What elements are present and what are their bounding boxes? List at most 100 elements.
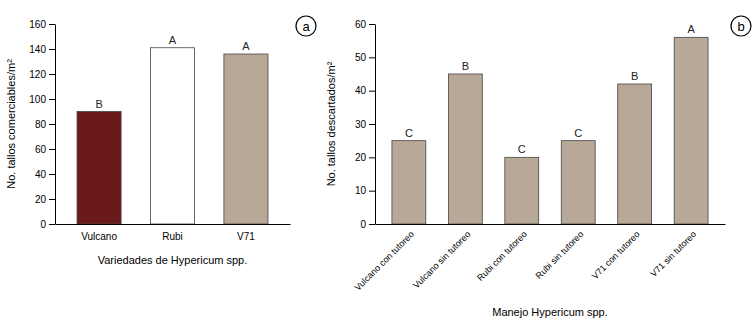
x-tick: V71 sin tutoreo <box>648 229 698 279</box>
panel-label: b <box>731 16 751 36</box>
y-tick: 160 <box>29 19 55 30</box>
x-axis: Vulcano Rubi V71 <box>56 225 291 243</box>
x-tick: Vulcano <box>81 231 117 242</box>
x-tick: Vulcano sin tutoreo <box>411 229 472 290</box>
x-axis-title: Manejo Hypericum spp. <box>492 306 608 318</box>
bars <box>77 48 268 224</box>
y-tick-label: 30 <box>355 119 367 130</box>
y-tick-mark <box>49 199 55 200</box>
annotations: B A A <box>95 34 250 110</box>
y-tick-label: 120 <box>29 69 46 80</box>
x-axis-line <box>376 224 726 225</box>
x-tick-label: V71 sin tutoreo <box>648 229 698 279</box>
x-axis-line <box>56 224 291 225</box>
y-tick-label: 20 <box>355 152 367 163</box>
y-tick-label: 20 <box>35 194 47 205</box>
y-tick-label: 40 <box>35 169 47 180</box>
y-tick-mark <box>369 57 375 58</box>
y-tick-mark <box>369 157 375 158</box>
y-tick: 60 <box>355 19 375 30</box>
panel-label-text: b <box>737 19 744 34</box>
panel-label-circle <box>731 16 751 36</box>
x-tick: Rubi con tutoreo <box>475 229 529 283</box>
panel-label-text: a <box>302 19 310 34</box>
y-tick-label: 60 <box>355 19 367 30</box>
y-tick-mark <box>49 124 55 125</box>
x-tick-label: Rubi sin tutoreo <box>534 229 586 281</box>
y-tick: 100 <box>29 94 55 105</box>
y-tick: 50 <box>355 52 375 63</box>
x-tick: V71 <box>237 231 255 242</box>
panel: 0 20 40 60 80 100 120 140 160 Vulcano Rubi V71 B A A No… <box>5 16 316 266</box>
y-axis-line <box>375 25 376 225</box>
y-tick: 20 <box>35 194 55 205</box>
y-tick-mark <box>369 91 375 92</box>
y-tick-label: 60 <box>35 144 47 155</box>
x-tick-label: Vulcano con tutoreo <box>353 229 416 292</box>
x-tick: Vulcano con tutoreo <box>353 229 416 292</box>
y-tick: 10 <box>355 185 375 196</box>
y-tick: 140 <box>29 44 55 55</box>
y-tick: 80 <box>35 119 55 130</box>
x-tick-label: Rubi <box>162 231 183 242</box>
y-axis-line <box>55 25 56 225</box>
x-tick-label: Vulcano <box>81 231 117 242</box>
panel-label-circle <box>296 16 316 36</box>
annotation: C <box>574 127 582 139</box>
y-tick: 120 <box>29 69 55 80</box>
x-tick-label: V71 con tutoreo <box>590 229 642 281</box>
y-tick: 60 <box>35 144 55 155</box>
x-tick-label: Rubi con tutoreo <box>475 229 529 283</box>
annotation: C <box>405 127 413 139</box>
y-tick: 20 <box>355 152 375 163</box>
bar <box>392 141 426 224</box>
y-tick-mark <box>49 149 55 150</box>
y-tick-label: 0 <box>360 219 366 230</box>
y-tick: 40 <box>355 85 375 96</box>
annotation: C <box>518 143 526 155</box>
y-tick-mark <box>369 191 375 192</box>
chart-svg: 020406080100120140160VulcanoRubiV71BAANo… <box>0 0 755 324</box>
bar <box>77 112 121 225</box>
bar <box>448 74 482 224</box>
bar <box>674 37 708 224</box>
y-tick-label: 160 <box>29 19 46 30</box>
y-tick: 0 <box>40 219 55 230</box>
bar <box>618 84 652 224</box>
panel-label: a <box>296 16 316 36</box>
y-axis-title: No. tallos comerciables/m² <box>5 59 17 189</box>
bar <box>150 48 194 224</box>
annotation: B <box>462 60 469 72</box>
y-tick: 40 <box>35 169 55 180</box>
x-tick: Rubi sin tutoreo <box>534 229 586 281</box>
x-tick-label: V71 <box>237 231 255 242</box>
y-tick-mark <box>49 24 55 25</box>
annotation: B <box>95 98 102 110</box>
annotation: A <box>169 34 177 46</box>
y-tick-mark <box>369 224 375 225</box>
bars <box>392 37 708 224</box>
y-tick-mark <box>369 124 375 125</box>
y-tick: 30 <box>355 119 375 130</box>
x-tick-label: Vulcano sin tutoreo <box>411 229 472 290</box>
x-tick: V71 con tutoreo <box>590 229 642 281</box>
y-tick-mark <box>49 74 55 75</box>
bar <box>224 54 268 224</box>
y-tick-mark <box>49 174 55 175</box>
x-tick: Rubi <box>162 231 183 242</box>
y-tick-label: 40 <box>355 85 367 96</box>
annotation: A <box>242 40 250 52</box>
y-tick-mark <box>49 49 55 50</box>
x-axis: Vulcano con tutoreoVulcano sin tutoreoRu… <box>353 225 726 293</box>
annotation: A <box>687 23 695 35</box>
y-tick-mark <box>49 99 55 100</box>
bar <box>561 141 595 224</box>
y-tick-label: 50 <box>355 52 367 63</box>
y-tick-mark <box>49 224 55 225</box>
annotation: B <box>631 70 638 82</box>
bar <box>505 157 539 224</box>
x-axis-title: Variedades de Hypericum spp. <box>98 254 248 266</box>
y-tick-mark <box>369 24 375 25</box>
y-tick-label: 10 <box>355 185 367 196</box>
y-axis: 0 20 40 60 80 100 120 140 160 <box>29 19 55 230</box>
